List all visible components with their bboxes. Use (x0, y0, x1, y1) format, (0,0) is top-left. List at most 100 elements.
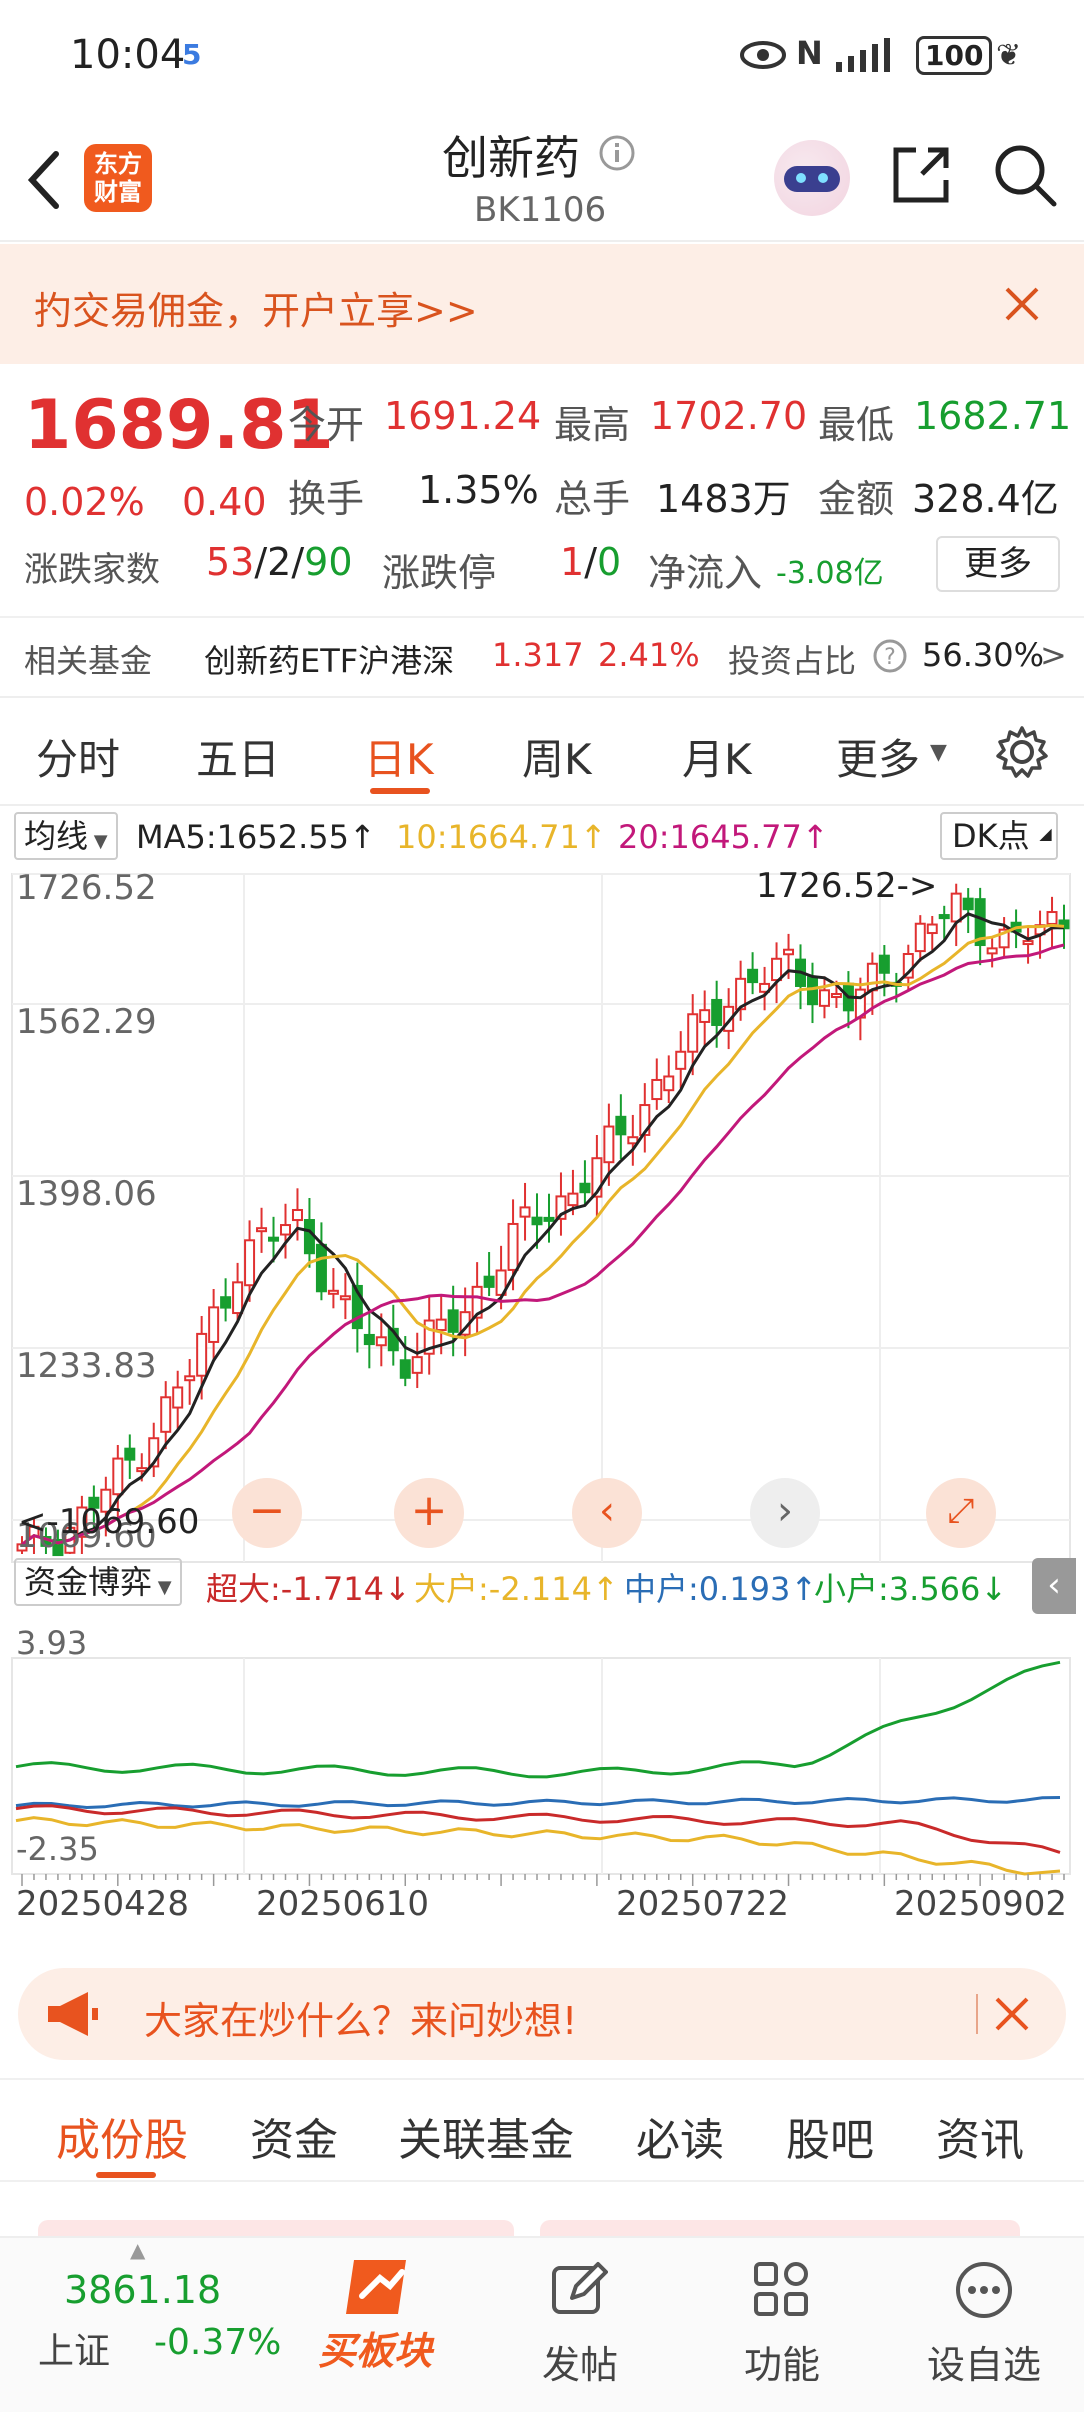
tab-forum[interactable]: 股吧 (786, 2115, 874, 2166)
low-value: 1682.71 (914, 394, 1072, 438)
candle-body (818, 989, 830, 1007)
tab-constituents[interactable]: 成份股 (56, 2115, 188, 2166)
promo-text[interactable]: 扚交易佣金，开户立享>> (34, 289, 478, 333)
tab-must-read[interactable]: 必读 (636, 2115, 724, 2166)
tab-intraday[interactable]: 分时 (36, 735, 121, 784)
dk-button[interactable]: DK点 ◢ (940, 812, 1058, 860)
flow-small-line (15, 1660, 1061, 1779)
board-code: BK1106 (474, 190, 607, 230)
fund-name[interactable]: 创新药ETF沪港深 (204, 642, 455, 680)
scroll-right-button[interactable]: › (750, 1478, 820, 1548)
tab-weekly-k[interactable]: 周K (522, 735, 592, 784)
close-icon[interactable] (1004, 286, 1040, 322)
nfc-icon: N (796, 34, 823, 72)
tab-daily-k[interactable]: 日K (364, 735, 434, 784)
more-button[interactable]: 更多 (936, 536, 1060, 592)
breadth-separator: / (291, 540, 305, 584)
active-subtab-indicator (96, 2172, 156, 2178)
candle-body (759, 982, 771, 993)
candle-body (675, 1050, 687, 1070)
tab-funds[interactable]: 资金 (250, 2115, 338, 2166)
gear-icon[interactable] (994, 724, 1050, 780)
ask-text[interactable]: 大家在炒什么？来问妙想! (144, 1999, 578, 2043)
more-dots-icon[interactable] (954, 2260, 1014, 2320)
ma-select[interactable]: 均线 ▼ (14, 812, 118, 860)
tab-five-day[interactable]: 五日 (196, 735, 281, 784)
help-icon[interactable]: ? (872, 638, 908, 674)
candle-body (112, 1457, 124, 1496)
info-icon[interactable] (598, 134, 636, 172)
tab-news[interactable]: 资讯 (936, 2115, 1024, 2166)
candle-body (950, 892, 962, 923)
candle-body (220, 1296, 232, 1309)
breadth-separator: / (254, 540, 268, 584)
candle-body (543, 1216, 555, 1222)
kline-chart-area: 均线 ▼ MA5:1652.55↑ 10:1664.71↑ 20:1645.77… (0, 806, 1084, 1954)
fullscreen-button[interactable]: ⤢ (926, 1478, 996, 1548)
open-label: 今开 (288, 403, 365, 447)
candle-body (483, 1275, 495, 1288)
flow-lines (15, 1660, 1061, 1876)
index-name[interactable]: 上证 (38, 2331, 111, 2372)
y-tick-label: 1069.60 (16, 1516, 157, 1556)
candle-body (783, 948, 795, 956)
index-value[interactable]: 3861.18 (64, 2268, 222, 2312)
share-icon[interactable] (890, 144, 952, 206)
ma-lines (21, 912, 1065, 1546)
card-peek (540, 2220, 1020, 2240)
inflow-label: 净流入 (648, 551, 763, 595)
function-label[interactable]: 功能 (743, 2343, 820, 2387)
tab-monthly-k[interactable]: 月K (682, 735, 752, 784)
collapse-tab[interactable]: ‹ (1032, 1558, 1076, 1614)
tab-related-funds[interactable]: 关联基金 (398, 2115, 574, 2166)
flow-super-line (15, 1804, 1061, 1854)
breadth-values: 53/2/90 (206, 540, 353, 584)
ask-bar[interactable]: 大家在炒什么？来问妙想! (18, 1968, 1066, 2060)
scroll-left-button[interactable]: ‹ (572, 1478, 642, 1548)
battery-icon: 100 (916, 36, 993, 75)
candle-body (339, 1295, 351, 1301)
page-header: 东方 财富 创新药 BK1106 (0, 112, 1084, 242)
y-tick-label: 1398.06 (16, 1174, 157, 1214)
flow-select[interactable]: 资金博弈 ▼ (14, 1558, 182, 1606)
candle-body (208, 1306, 220, 1343)
candle-body (399, 1359, 411, 1379)
search-icon[interactable] (992, 142, 1058, 208)
zoom-in-button[interactable]: + (394, 1478, 464, 1548)
close-icon[interactable] (994, 1996, 1030, 2032)
post-label[interactable]: 发帖 (541, 2343, 618, 2387)
flow-tick-label: 3.93 (16, 1624, 88, 1662)
eye-icon (740, 41, 786, 69)
limit-down-count: 0 (597, 540, 622, 584)
candle-body (639, 1104, 651, 1136)
kline-svg[interactable] (0, 864, 1084, 1954)
flow-small-value: 小户:3.566↓ (814, 1570, 1008, 1608)
back-icon[interactable] (24, 150, 64, 210)
ma10-value: 10:1664.71↑ (396, 818, 607, 856)
promo-banner[interactable]: 扚交易佣金，开户立享>> (0, 244, 1084, 364)
zoom-out-button[interactable]: − (232, 1478, 302, 1548)
grid-apps-icon[interactable] (752, 2260, 810, 2318)
candle-body (16, 1543, 28, 1552)
buy-board-icon[interactable] (340, 2252, 416, 2322)
candle-body (711, 998, 723, 1026)
ratio-label: 投资占比 (728, 642, 857, 680)
signal-icon (836, 38, 890, 72)
ratio-arrow[interactable]: > (1040, 636, 1067, 674)
candle-body (471, 1285, 483, 1319)
flow-super-value: 超大:-1.714↓ (206, 1570, 411, 1608)
card-peek (38, 2220, 514, 2240)
candle-body (88, 1496, 100, 1509)
candle-body (148, 1437, 160, 1468)
candle-body (591, 1157, 603, 1198)
open-value: 1691.24 (384, 394, 542, 438)
flow-mid-line (15, 1796, 1061, 1810)
buy-board-label[interactable]: 买板块 (318, 2329, 433, 2373)
tab-more[interactable]: 更多 (836, 735, 921, 784)
watchlist-label[interactable]: 设自选 (926, 2343, 1041, 2387)
assistant-avatar-icon[interactable] (774, 140, 850, 216)
flow-select-label: 资金博弈 (24, 1563, 153, 1601)
index-change[interactable]: -0.37% (154, 2322, 282, 2363)
edit-post-icon[interactable] (550, 2260, 608, 2318)
candle-body (771, 957, 783, 982)
